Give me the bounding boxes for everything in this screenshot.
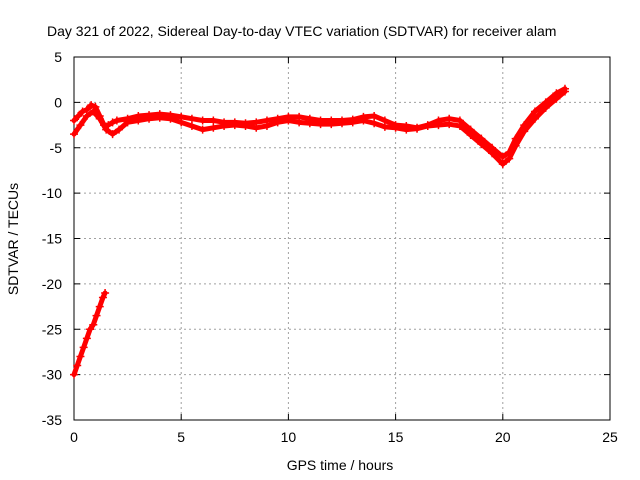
data-point (498, 152, 507, 161)
data-point (82, 334, 91, 343)
data-point (74, 111, 83, 120)
data-point (166, 114, 175, 123)
data-point (230, 121, 239, 130)
y-tick-label: -30 (42, 367, 62, 383)
y-tick-label: -25 (42, 321, 62, 337)
data-point (505, 154, 514, 163)
data-point (359, 116, 368, 125)
y-tick-label: -35 (42, 412, 62, 428)
data-point (91, 102, 100, 111)
data-point (89, 107, 98, 116)
data-point (552, 94, 561, 103)
y-tick-label: -5 (50, 140, 63, 156)
data-point (273, 118, 282, 127)
y-tick-label: -15 (42, 231, 62, 247)
data-point (177, 118, 186, 127)
data-point (284, 116, 293, 125)
data-point (95, 114, 104, 123)
data-point (380, 122, 389, 131)
data-point (76, 121, 85, 130)
data-point (511, 141, 520, 150)
data-point (73, 361, 82, 370)
data-point (391, 123, 400, 132)
data-point (370, 111, 379, 120)
data-point (423, 121, 432, 130)
data-point (488, 149, 497, 158)
data-point (92, 311, 101, 320)
data-point (530, 114, 539, 123)
y-tick-label: -20 (42, 276, 62, 292)
data-point (98, 293, 107, 302)
data-point (541, 103, 550, 112)
data-point (87, 101, 96, 110)
data-point (402, 125, 411, 134)
x-tick-label: 10 (281, 429, 297, 445)
chart-title: Day 321 of 2022, Sidereal Day-to-day VTE… (47, 23, 556, 39)
data-point (370, 119, 379, 128)
data-point (95, 302, 104, 311)
y-tick-label: -10 (42, 185, 62, 201)
data-point (187, 114, 196, 123)
data-point (70, 116, 78, 125)
y-tick-label: 0 (54, 94, 62, 110)
data-point (187, 121, 196, 130)
data-point (327, 120, 336, 129)
x-tick-label: 5 (177, 429, 185, 445)
data-point (209, 116, 218, 125)
data-point (295, 118, 304, 127)
data-point (209, 123, 218, 132)
data-point (348, 118, 357, 127)
data-point (82, 111, 91, 120)
data-point (101, 288, 110, 297)
data-point (145, 114, 154, 123)
data-point (76, 352, 85, 361)
y-tick-label: 5 (54, 49, 62, 65)
x-axis-label: GPS time / hours (287, 457, 394, 473)
data-point (102, 125, 111, 134)
data-point (108, 130, 117, 139)
grid (74, 57, 610, 420)
data-point (108, 118, 117, 127)
data-point (305, 119, 314, 128)
data-point (413, 124, 422, 133)
data-point (434, 121, 443, 130)
x-tick-label: 25 (602, 429, 618, 445)
data-point (79, 343, 88, 352)
data-point (560, 87, 569, 96)
data-point (123, 118, 132, 127)
x-tick-label: 0 (70, 429, 78, 445)
data-point (498, 160, 507, 169)
data-point (155, 113, 164, 122)
data-point (252, 123, 261, 132)
data-point (262, 121, 271, 130)
data-point (530, 107, 539, 116)
data-point (198, 116, 207, 125)
data-point (89, 320, 98, 329)
y-axis-label: SDTVAR / TECUs (5, 183, 21, 295)
data-point (112, 116, 121, 125)
data-point (86, 325, 95, 334)
data-point (198, 125, 207, 134)
data-point (70, 370, 78, 379)
data-point (70, 130, 78, 139)
data-point (78, 107, 87, 116)
x-tick-label: 15 (388, 429, 404, 445)
data-point (316, 120, 325, 129)
data-point (115, 125, 124, 134)
data-point (455, 121, 464, 130)
data-point (220, 121, 229, 130)
data-point (466, 131, 475, 140)
x-tick-label: 20 (495, 429, 511, 445)
data-point (241, 121, 250, 130)
data-series (70, 84, 569, 379)
data-point (477, 140, 486, 149)
ticks: 0 5 10 15 20 25 5 0 -5 -10 -15 -20 -25 -30 -35 (42, 49, 618, 445)
data-point (338, 119, 346, 128)
data-point (134, 116, 143, 125)
data-point (520, 127, 529, 136)
data-point (445, 120, 454, 129)
